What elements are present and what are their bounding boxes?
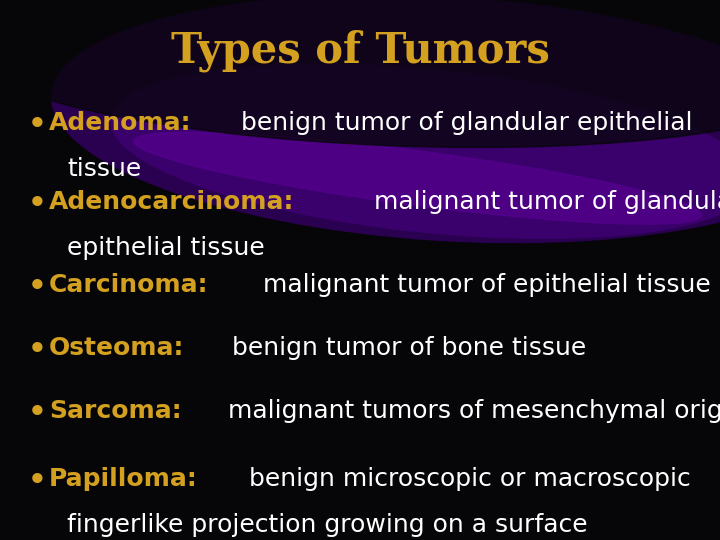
Text: benign tumor of glandular epithelial: benign tumor of glandular epithelial (233, 111, 693, 134)
Text: Papilloma:: Papilloma: (49, 467, 198, 491)
Text: tissue: tissue (67, 157, 141, 180)
Text: fingerlike projection growing on a surface: fingerlike projection growing on a surfa… (67, 513, 588, 537)
Text: benign microscopic or macroscopic: benign microscopic or macroscopic (241, 467, 690, 491)
Text: malignant tumor of glandular: malignant tumor of glandular (366, 190, 720, 214)
Ellipse shape (52, 0, 720, 242)
Text: Sarcoma:: Sarcoma: (49, 399, 181, 422)
Text: malignant tumors of mesenchymal origin: malignant tumors of mesenchymal origin (220, 399, 720, 422)
Text: •: • (27, 190, 46, 218)
Text: Carcinoma:: Carcinoma: (49, 273, 209, 296)
Text: •: • (27, 399, 46, 427)
Text: epithelial tissue: epithelial tissue (67, 236, 265, 260)
Text: •: • (27, 336, 46, 364)
Ellipse shape (0, 0, 720, 147)
Text: Adenoma:: Adenoma: (49, 111, 192, 134)
Text: •: • (27, 111, 46, 139)
Text: •: • (27, 467, 46, 495)
Text: Types of Tumors: Types of Tumors (171, 30, 549, 72)
Text: benign tumor of bone tissue: benign tumor of bone tissue (224, 336, 586, 360)
Ellipse shape (134, 132, 701, 224)
Ellipse shape (111, 64, 720, 238)
Text: malignant tumor of epithelial tissue: malignant tumor of epithelial tissue (255, 273, 711, 296)
Text: Osteoma:: Osteoma: (49, 336, 184, 360)
Text: •: • (27, 273, 46, 301)
Text: Adenocarcinoma:: Adenocarcinoma: (49, 190, 294, 214)
